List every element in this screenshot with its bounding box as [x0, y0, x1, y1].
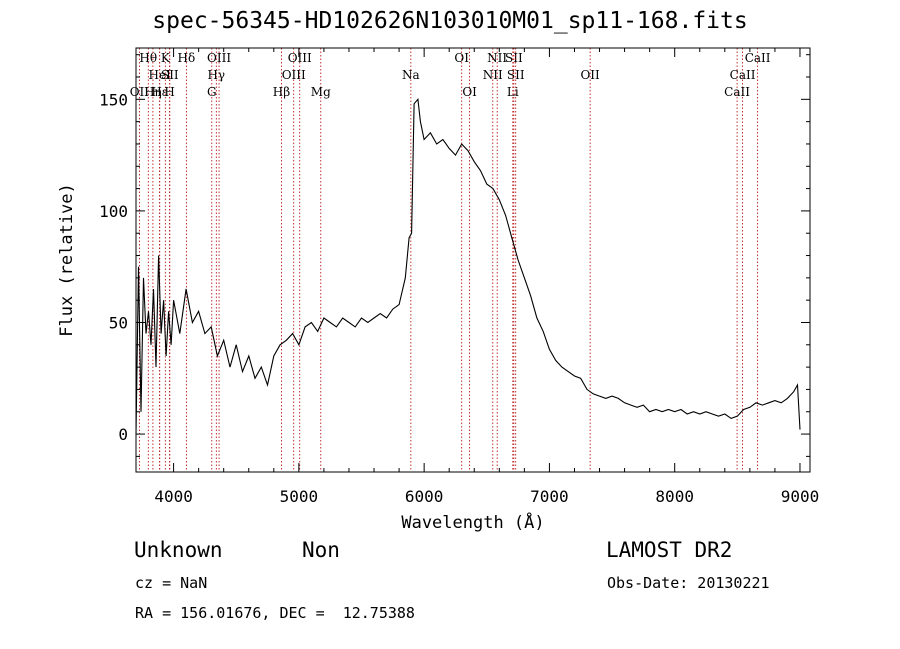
x-tick-label: 7000 [530, 487, 569, 506]
line-marker-label: CaII [745, 51, 771, 65]
x-axis: 4000 5000 6000 7000 8000 9000 [154, 48, 819, 506]
line-markers: OII Hθ Hη HeI Hε K SII H Hδ OIII Hγ G OIII OIII Hβ Mg Na… [130, 48, 771, 472]
line-marker-label: Hε [151, 85, 168, 99]
line-marker-label: NII [487, 51, 507, 65]
line-marker-label: H [164, 85, 174, 99]
line-marker-label: OIII [282, 68, 306, 82]
line-marker-label: G [207, 85, 217, 99]
x-tick-label: 8000 [655, 487, 694, 506]
line-marker-label: OI [462, 85, 477, 99]
line-marker-label: OII [130, 85, 150, 99]
y-tick-label: 50 [109, 313, 128, 332]
x-tick-label: 9000 [781, 487, 820, 506]
line-marker-label: Hγ [207, 68, 225, 82]
x-tick-label: 4000 [154, 487, 193, 506]
coordinates: RA = 156.01676, DEC = 12.75388 [135, 604, 415, 622]
redshift-cz: cz = NaN [135, 574, 208, 592]
line-marker-label: Hθ [139, 51, 157, 65]
chart-title: spec-56345-HD102626N103010M01_sp11-168.f… [152, 8, 748, 34]
x-tick-label: 6000 [405, 487, 444, 506]
spectrum-line [135, 97, 801, 435]
y-axis: 0 50 100 150 [99, 54, 810, 457]
subclass: Non [302, 538, 340, 562]
line-marker-label: CaII [724, 85, 750, 99]
line-marker-label: CaII [730, 68, 756, 82]
line-marker-label: OI [454, 51, 469, 65]
y-tick-label: 100 [99, 202, 128, 221]
line-marker-label: Hδ [178, 51, 196, 65]
plot-frame [135, 47, 811, 473]
x-tick-label: 5000 [280, 487, 319, 506]
line-marker-label: Li [507, 85, 519, 99]
line-marker-label: OIII [207, 51, 231, 65]
x-axis-label: Wavelength (Å) [401, 511, 544, 533]
survey-name: LAMOST DR2 [606, 538, 733, 562]
line-marker-label: SII [507, 68, 525, 82]
line-marker-label: SII [505, 51, 523, 65]
line-marker-label: Hη [144, 85, 162, 99]
observation-date: Obs-Date: 20130221 [607, 574, 770, 592]
line-marker-label: OIII [288, 51, 312, 65]
y-tick-label: 150 [99, 90, 128, 109]
line-marker-label: K [161, 51, 171, 65]
line-marker-label: NII [483, 68, 503, 82]
line-marker-label: Mg [311, 85, 331, 99]
object-class: Unknown [134, 538, 223, 562]
y-tick-label: 0 [118, 425, 128, 444]
line-marker-label: OII [580, 68, 600, 82]
line-marker-label: Na [402, 68, 420, 82]
line-marker-label: HeI [149, 68, 172, 82]
y-axis-label: Flux (relative) [57, 183, 77, 337]
line-marker-label: SII [161, 68, 179, 82]
line-marker-label: Hβ [273, 85, 290, 99]
